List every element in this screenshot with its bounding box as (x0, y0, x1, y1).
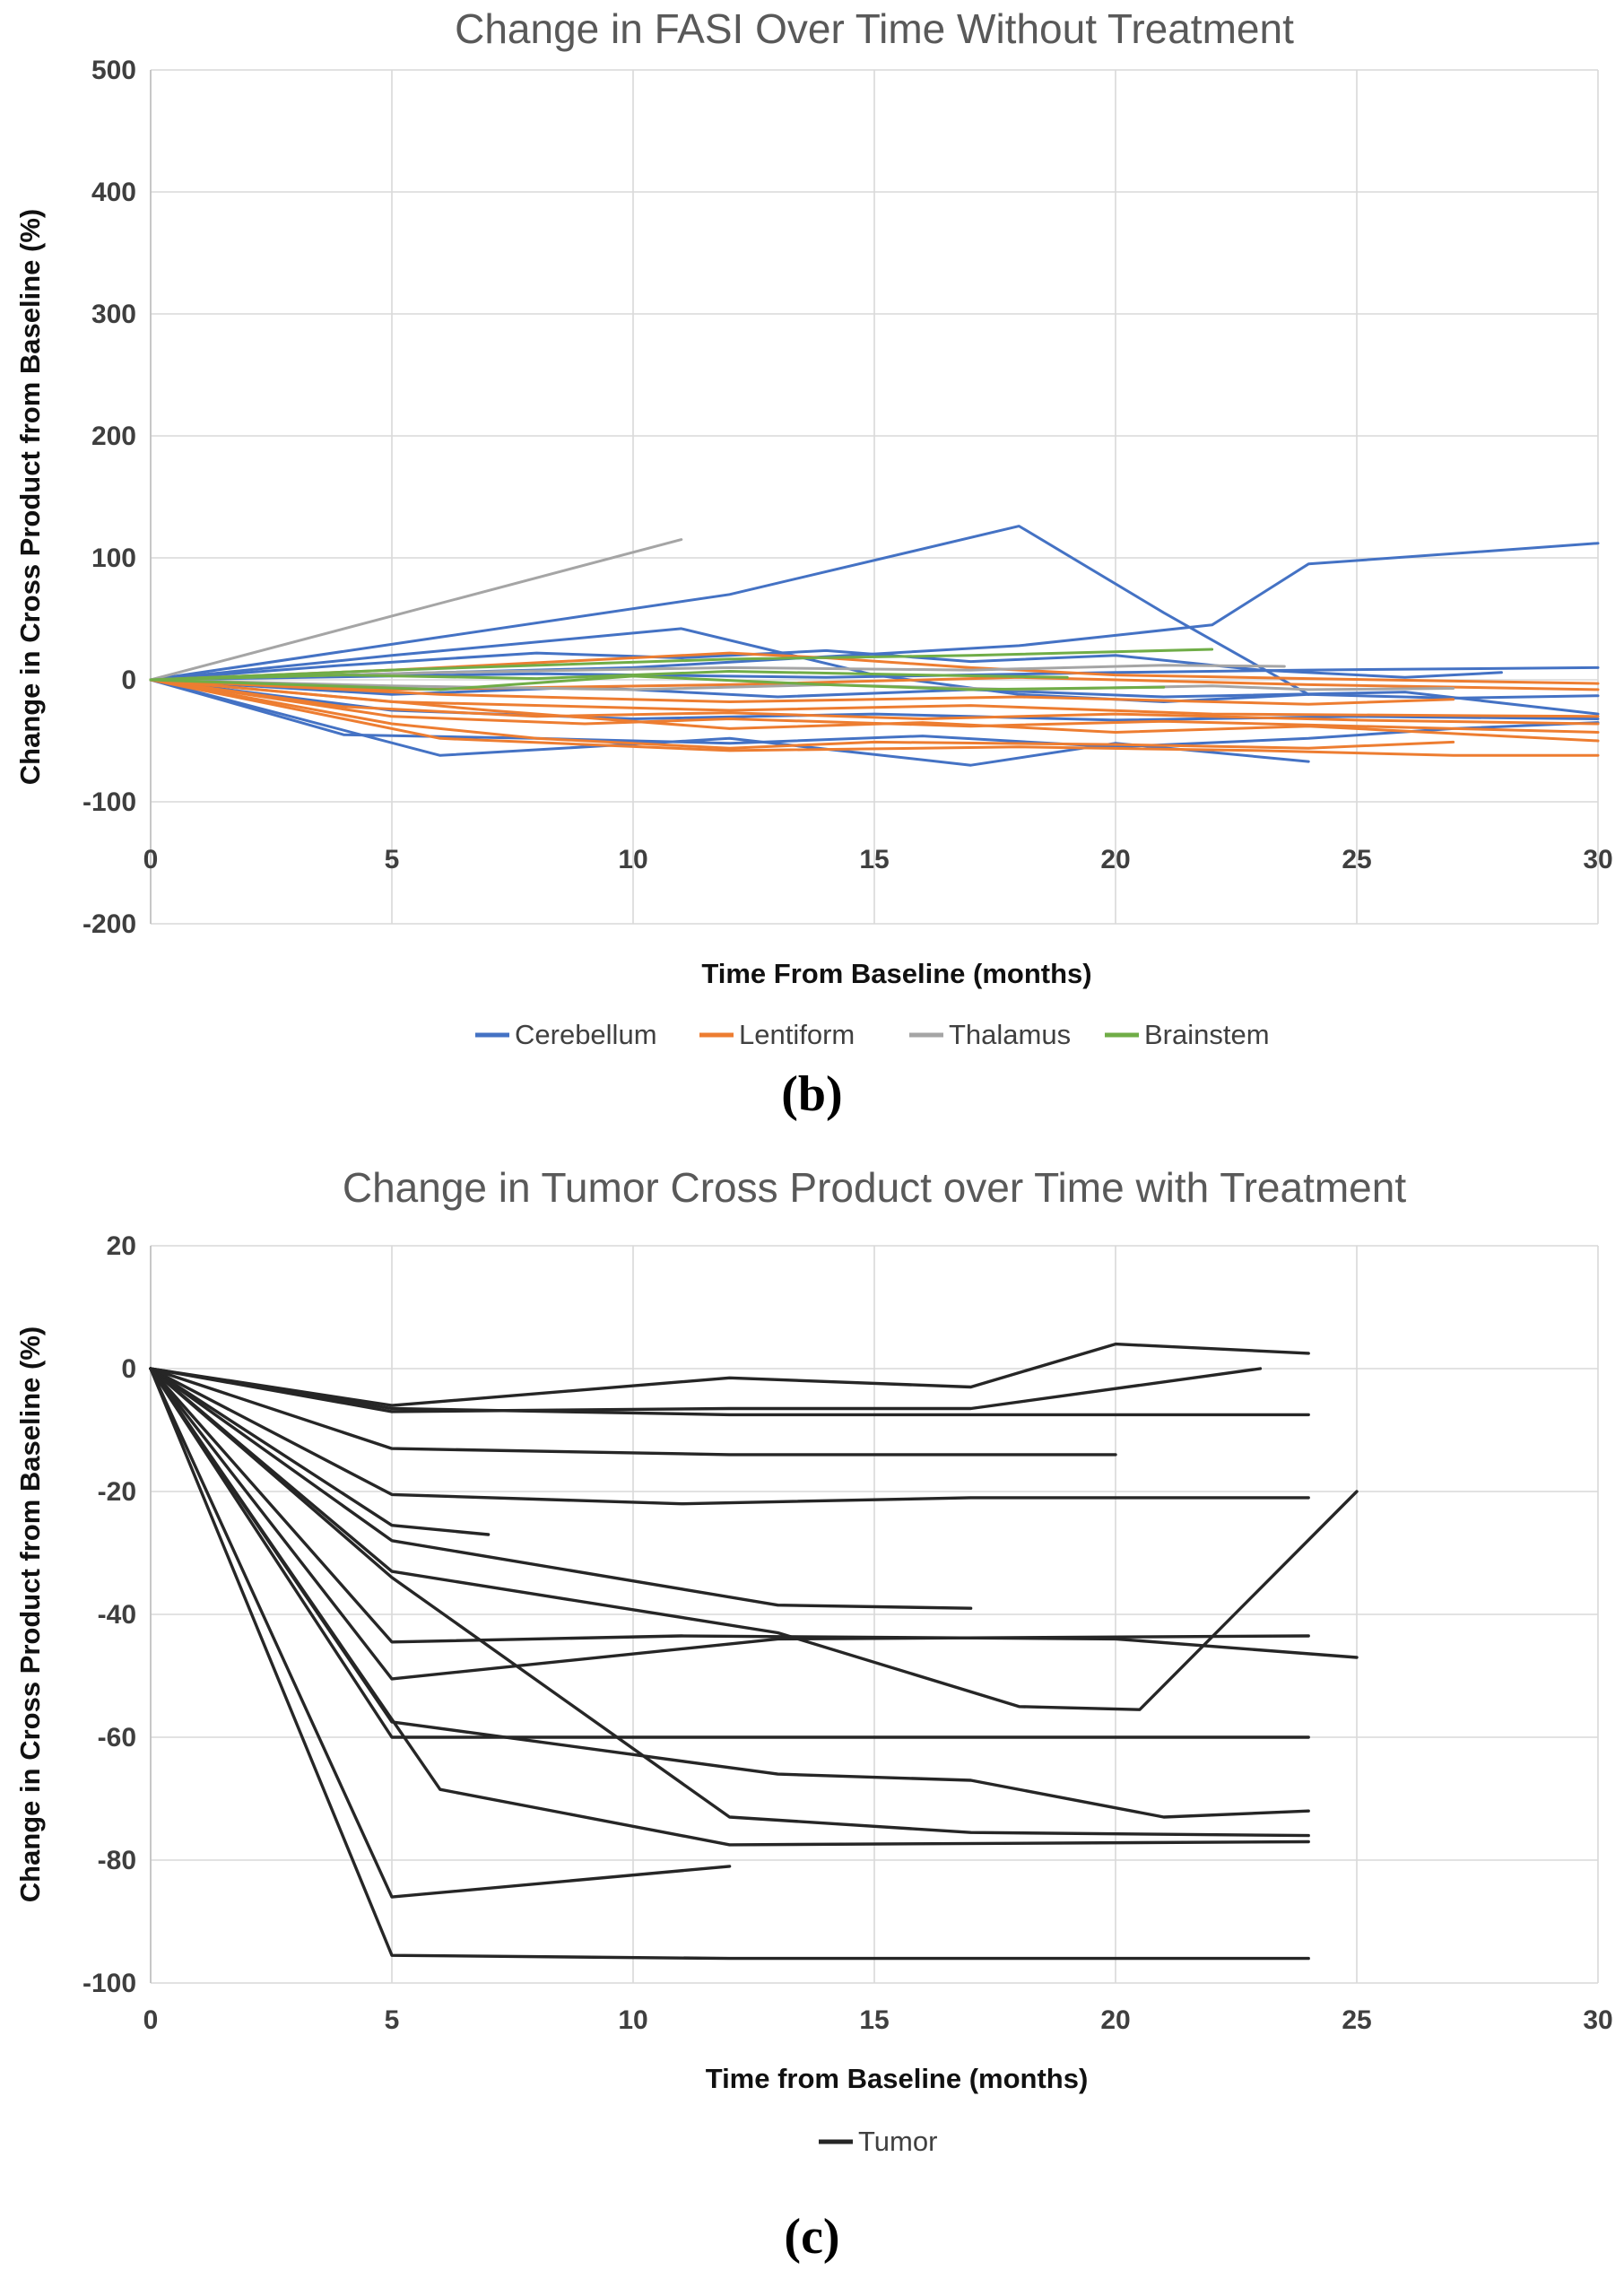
y-tick-label: 0 (121, 1354, 136, 1384)
series-line-lentiform (149, 678, 1600, 743)
series-line-lentiform (149, 678, 1600, 757)
series-line-brainstem (149, 674, 1166, 691)
series-line-lentiform (149, 678, 1455, 706)
x-tick-label: 10 (618, 2005, 647, 2035)
series-line-tumor (149, 1342, 1310, 1407)
chart-c-caption: (c) (784, 2209, 840, 2265)
series-line-thalamus (149, 664, 1286, 682)
series-line-tumor (149, 1367, 1310, 1838)
series-line-tumor (149, 1367, 1310, 1681)
x-tick-label: 20 (1100, 845, 1130, 874)
series-line-tumor (149, 1367, 1310, 1739)
chart-title: Change in Tumor Cross Product over Time … (343, 1164, 1406, 1211)
x-tick-label: 0 (143, 2005, 159, 2035)
series-line-tumor (149, 1367, 1310, 1506)
x-axis-title: Time From Baseline (months) (701, 958, 1091, 989)
y-tick-label: -80 (98, 1846, 136, 1875)
legend-label-cerebellum: Cerebellum (515, 1019, 657, 1050)
x-axis-title: Time from Baseline (months) (706, 2063, 1089, 2094)
y-tick-label: -100 (83, 787, 136, 817)
y-axis-title: Change in Cross Product from Baseline (%… (14, 209, 46, 786)
series-line-tumor (149, 1367, 1310, 1961)
x-tick-label: 0 (143, 845, 159, 874)
legend-label-tumor: Tumor (858, 2126, 937, 2157)
y-tick-label: 400 (91, 178, 136, 207)
y-tick-label: -20 (98, 1477, 136, 1507)
series-line-cerebellum (149, 525, 1310, 696)
series-line-tumor (149, 1367, 1359, 1659)
x-tick-label: 25 (1342, 845, 1371, 874)
series-line-tumor (149, 1367, 1310, 1417)
series-line-lentiform (149, 678, 1455, 750)
x-tick-label: 15 (859, 2005, 889, 2035)
y-tick-label: 200 (91, 422, 136, 451)
x-tick-label: 10 (618, 845, 647, 874)
legend-label-brainstem: Brainstem (1144, 1019, 1270, 1050)
series-line-lentiform (149, 675, 1600, 691)
y-tick-label: -200 (83, 909, 136, 939)
series-line-lentiform (149, 678, 1600, 734)
x-tick-label: 30 (1583, 845, 1612, 874)
y-tick-label: 20 (107, 1231, 136, 1261)
series-line-thalamus (149, 538, 683, 682)
y-axis-title: Change in Cross Product from Baseline (%… (14, 1326, 46, 1903)
series-line-tumor (149, 1367, 732, 1899)
y-tick-label: 300 (91, 300, 136, 329)
legend-label-lentiform: Lentiform (739, 1019, 855, 1050)
x-tick-label: 20 (1100, 2005, 1130, 2035)
series-line-tumor (149, 1367, 1359, 1711)
x-tick-label: 30 (1583, 2005, 1612, 2035)
series-line-brainstem (149, 670, 1069, 682)
chart-title: Change in FASI Over Time Without Treatme… (455, 5, 1294, 52)
legend-label-thalamus: Thalamus (949, 1019, 1071, 1050)
series-line-lentiform (149, 678, 1600, 726)
series-line-tumor (149, 1367, 491, 1536)
y-tick-label: -100 (83, 1969, 136, 1998)
chart-b-caption: (b) (781, 1066, 843, 1122)
series-line-tumor (149, 1367, 973, 1610)
x-tick-label: 5 (385, 845, 400, 874)
y-tick-label: 0 (121, 665, 136, 695)
series-line-tumor (149, 1367, 1117, 1457)
series-line-tumor (149, 1367, 1263, 1413)
y-tick-label: -60 (98, 1723, 136, 1752)
x-tick-label: 15 (859, 845, 889, 874)
x-tick-label: 5 (385, 2005, 400, 2035)
x-tick-label: 25 (1342, 2005, 1371, 2035)
y-tick-label: 100 (91, 544, 136, 573)
series-line-brainstem (149, 648, 1214, 682)
y-tick-label: -40 (98, 1600, 136, 1630)
series-line-cerebellum (149, 627, 1600, 703)
y-tick-label: 500 (91, 56, 136, 85)
series-line-tumor (149, 1367, 1310, 1847)
